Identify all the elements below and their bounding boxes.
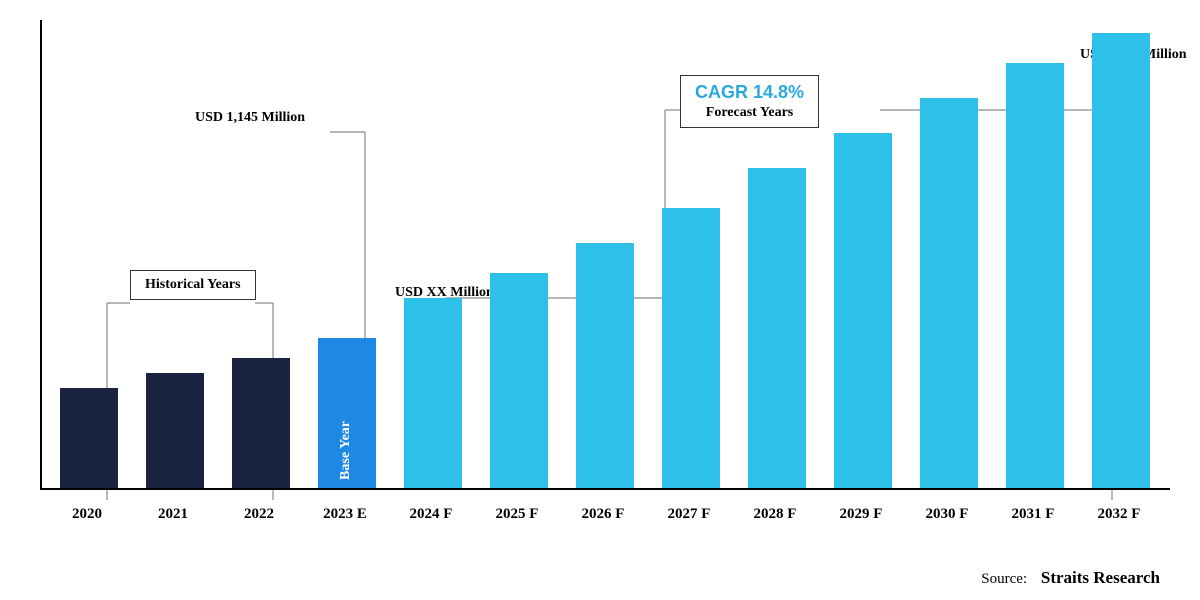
- bar: [232, 358, 290, 488]
- source-prefix: Source:: [981, 571, 1027, 587]
- bar-slot: [232, 358, 290, 488]
- x-axis-label: 2021: [144, 494, 202, 530]
- x-axis-label: 2031 F: [1004, 494, 1062, 530]
- x-axis-label: 2032 F: [1090, 494, 1148, 530]
- source-attribution: Source: Straits Research: [981, 568, 1160, 588]
- bar-slot: [576, 243, 634, 488]
- bar-slot: [920, 98, 978, 488]
- bar: [146, 373, 204, 488]
- bar-slot: [490, 273, 548, 488]
- bar: [1006, 63, 1064, 488]
- bar: [404, 298, 462, 488]
- bar: [60, 388, 118, 488]
- bar: [920, 98, 978, 488]
- bar: [1092, 33, 1150, 488]
- bar-inline-label: Base Year: [338, 421, 354, 480]
- x-axis-label: 2022: [230, 494, 288, 530]
- bar: [576, 243, 634, 488]
- market-growth-chart: Historical Years CAGR 14.8% Forecast Yea…: [40, 20, 1170, 530]
- bar-slot: [834, 133, 892, 488]
- bar: [662, 208, 720, 488]
- bars-container: Base Year: [40, 20, 1170, 490]
- bar: [490, 273, 548, 488]
- bar-slot: [60, 388, 118, 488]
- x-axis-labels: 2020 2021 2022 2023 E 2024 F 2025 F 2026 F 2027…: [40, 494, 1170, 530]
- x-axis-label: 2026 F: [574, 494, 632, 530]
- bar-slot: Base Year: [318, 338, 376, 488]
- x-axis-label: 2028 F: [746, 494, 804, 530]
- bar: [834, 133, 892, 488]
- bar-slot: [662, 208, 720, 488]
- bar-slot: [404, 298, 462, 488]
- bar-slot: [748, 168, 806, 488]
- source-brand: Straits Research: [1041, 568, 1160, 587]
- x-axis-label: 2030 F: [918, 494, 976, 530]
- bar: [748, 168, 806, 488]
- x-axis-label: 2020: [58, 494, 116, 530]
- x-axis-label: 2029 F: [832, 494, 890, 530]
- bar-slot: [1006, 63, 1064, 488]
- bar-slot: [146, 373, 204, 488]
- x-axis-label: 2025 F: [488, 494, 546, 530]
- x-axis-label: 2023 E: [316, 494, 374, 530]
- bar: Base Year: [318, 338, 376, 488]
- x-axis-label: 2024 F: [402, 494, 460, 530]
- x-axis-label: 2027 F: [660, 494, 718, 530]
- bar-slot: [1092, 33, 1150, 488]
